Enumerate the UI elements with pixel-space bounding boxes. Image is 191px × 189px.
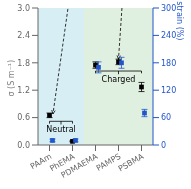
svg-text:60: 60	[161, 113, 171, 122]
svg-text:300: 300	[161, 4, 176, 13]
svg-text:1.2: 1.2	[17, 86, 30, 95]
svg-text:3.0: 3.0	[17, 4, 30, 13]
svg-text:0.6: 0.6	[17, 113, 30, 122]
svg-text:240: 240	[161, 31, 176, 40]
svg-text:1.8: 1.8	[17, 59, 30, 68]
svg-text:2.4: 2.4	[17, 31, 30, 40]
svg-text:σ (S m⁻¹): σ (S m⁻¹)	[8, 60, 16, 97]
svg-text:Fracture strain (%): Fracture strain (%)	[175, 0, 183, 41]
svg-text:PAAm: PAAm	[28, 151, 54, 172]
svg-text:PAMPS: PAMPS	[94, 151, 123, 173]
svg-text:Charged: Charged	[102, 75, 136, 84]
svg-text:Neutral: Neutral	[46, 125, 76, 134]
svg-text:PSBMA: PSBMA	[117, 152, 146, 174]
svg-text:0: 0	[161, 141, 166, 150]
svg-text:180: 180	[161, 59, 176, 68]
svg-text:PhEMA: PhEMA	[48, 151, 77, 174]
svg-text:120: 120	[161, 86, 176, 95]
svg-text:0.0: 0.0	[17, 141, 30, 150]
svg-text:PDMAEMA: PDMAEMA	[60, 152, 100, 180]
